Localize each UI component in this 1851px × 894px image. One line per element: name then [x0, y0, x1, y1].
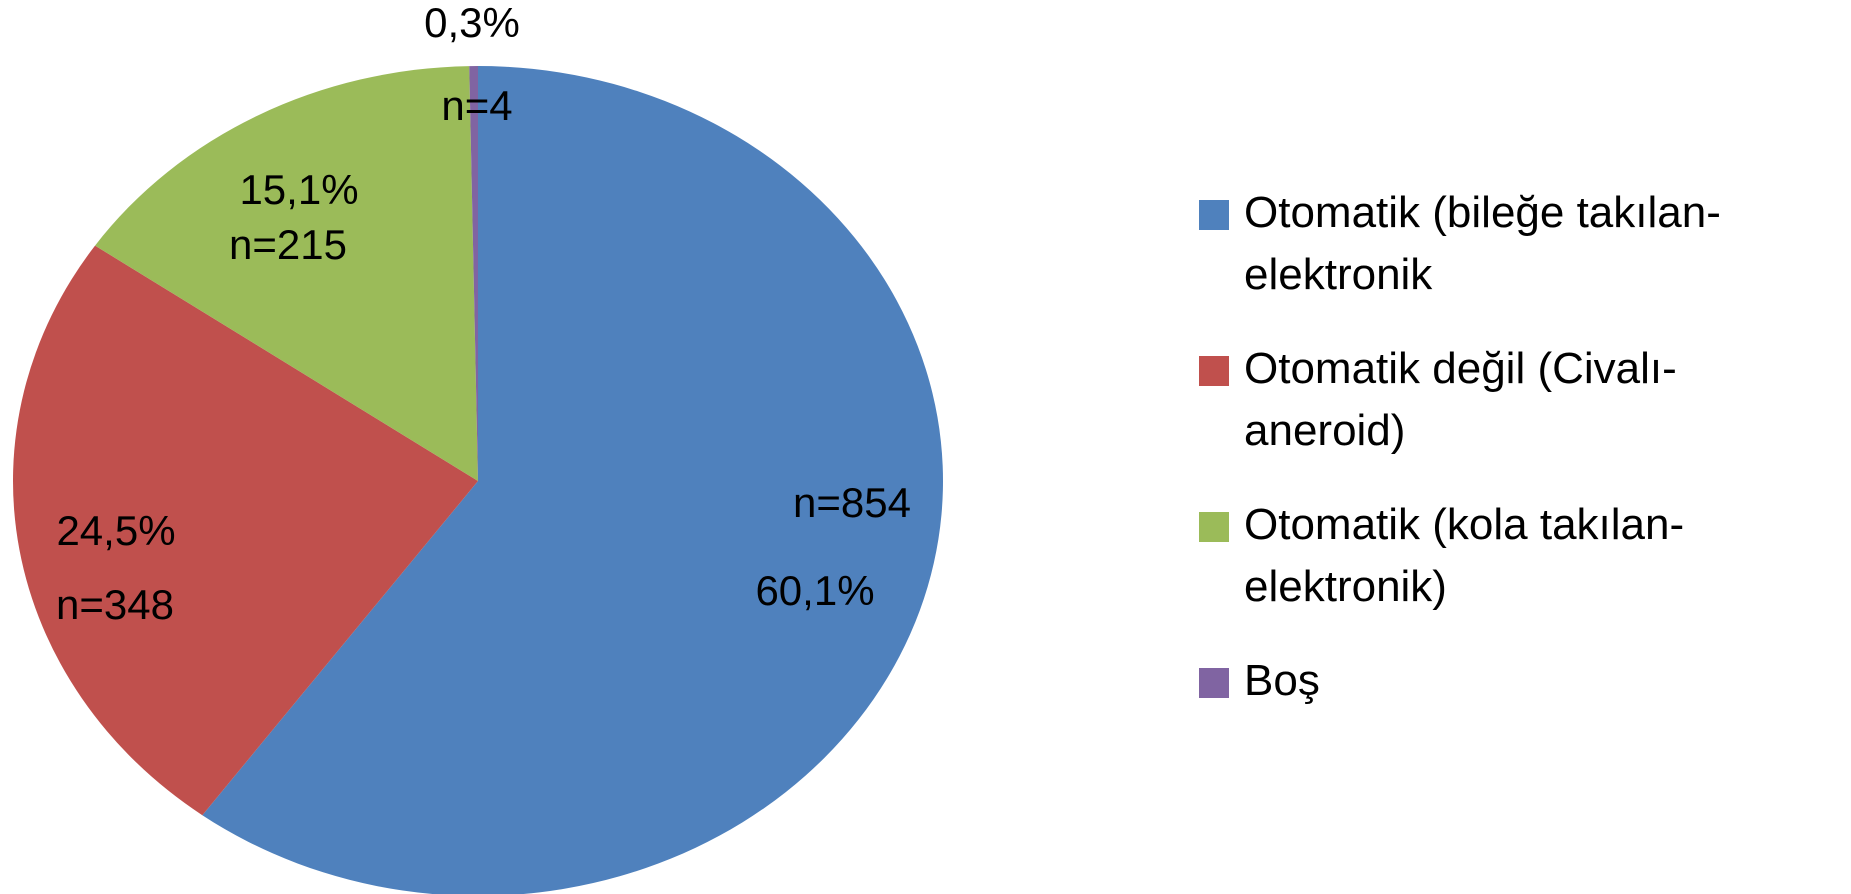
count-label: n=215	[229, 221, 347, 268]
legend-label: Otomatik (kola takılan-elektronik)	[1244, 500, 1684, 611]
count-label: n=854	[793, 479, 911, 526]
pie-slice	[202, 66, 943, 894]
count-label: n=4	[441, 82, 512, 129]
percent-label: 24,5%	[56, 507, 175, 554]
pie-slice	[95, 66, 478, 481]
percent-label: 60,1%	[755, 567, 874, 614]
percent-label: 15,1%	[239, 166, 358, 213]
legend-line: Otomatik değil (Civalı-	[1244, 344, 1677, 393]
legend-swatch	[1199, 356, 1229, 386]
pie-slice	[469, 66, 478, 481]
legend-swatch	[1199, 668, 1229, 698]
legend-label: Otomatik (bileğe takılan-elektronik	[1244, 188, 1721, 299]
legend-line: Boş	[1244, 656, 1320, 705]
legend-label: Boş	[1244, 656, 1320, 705]
count-label: n=348	[56, 581, 174, 628]
percent-label: 0,3%	[424, 0, 520, 46]
legend-label: Otomatik değil (Civalı-aneroid)	[1244, 344, 1677, 455]
legend-line: elektronik)	[1244, 562, 1447, 611]
legend-line: Otomatik (kola takılan-	[1244, 500, 1684, 549]
legend-line: Otomatik (bileğe takılan-	[1244, 188, 1721, 237]
pie-slice	[12, 245, 478, 816]
legend-line: aneroid)	[1244, 406, 1405, 455]
legend-swatch	[1199, 512, 1229, 542]
legend-line: elektronik	[1244, 250, 1433, 299]
legend-swatch	[1199, 200, 1229, 230]
